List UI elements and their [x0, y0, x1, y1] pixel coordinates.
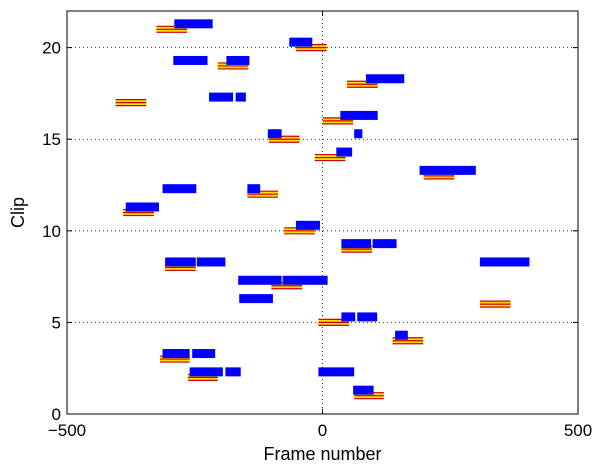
blue-segment [238, 275, 282, 285]
blue-segment [336, 147, 353, 157]
y-tick-label: 5 [52, 313, 61, 332]
reference-segment [479, 300, 511, 308]
blue-segment [372, 239, 397, 249]
blue-segment [395, 330, 408, 340]
x-tick-label: 500 [564, 421, 592, 440]
blue-segment [247, 184, 261, 194]
blue-segment [340, 110, 378, 120]
x-tick-label: 0 [318, 421, 327, 440]
blue-segments [125, 19, 530, 395]
x-axis-label: Frame number [263, 444, 381, 464]
y-tick-label: 15 [42, 130, 61, 149]
blue-segment [353, 385, 374, 395]
blue-segment [295, 220, 320, 230]
y-tick-label: 20 [42, 39, 61, 58]
blue-segment [196, 257, 226, 267]
blue-segment [189, 367, 223, 377]
blue-segment [162, 349, 190, 359]
blue-segment [225, 367, 241, 377]
x-tick-label: −500 [48, 421, 86, 440]
blue-segment [419, 165, 476, 175]
blue-segment [479, 257, 530, 267]
blue-segment [239, 294, 273, 304]
blue-segment [341, 239, 372, 249]
blue-segment [226, 55, 250, 65]
blue-segment [209, 92, 234, 102]
reference-segment [347, 80, 378, 88]
y-tick-label: 10 [42, 222, 61, 241]
blue-segment [357, 312, 378, 322]
blue-segment [162, 184, 197, 194]
blue-segment [192, 349, 216, 359]
blue-segment [165, 257, 196, 267]
blue-segment [174, 19, 213, 29]
blue-segment [235, 92, 246, 102]
y-tick-label: 0 [52, 405, 61, 424]
blue-segment [289, 37, 313, 47]
blue-segment [354, 129, 363, 139]
y-axis-label: Clip [8, 197, 28, 228]
blue-segment [282, 275, 328, 285]
blue-segment [365, 74, 405, 84]
blue-segment [173, 55, 208, 65]
blue-segment [318, 367, 355, 377]
blue-segment [267, 129, 282, 139]
reference-segments [115, 25, 511, 400]
blue-segment [125, 202, 159, 212]
reference-segment [115, 98, 147, 107]
blue-segment [341, 312, 356, 322]
